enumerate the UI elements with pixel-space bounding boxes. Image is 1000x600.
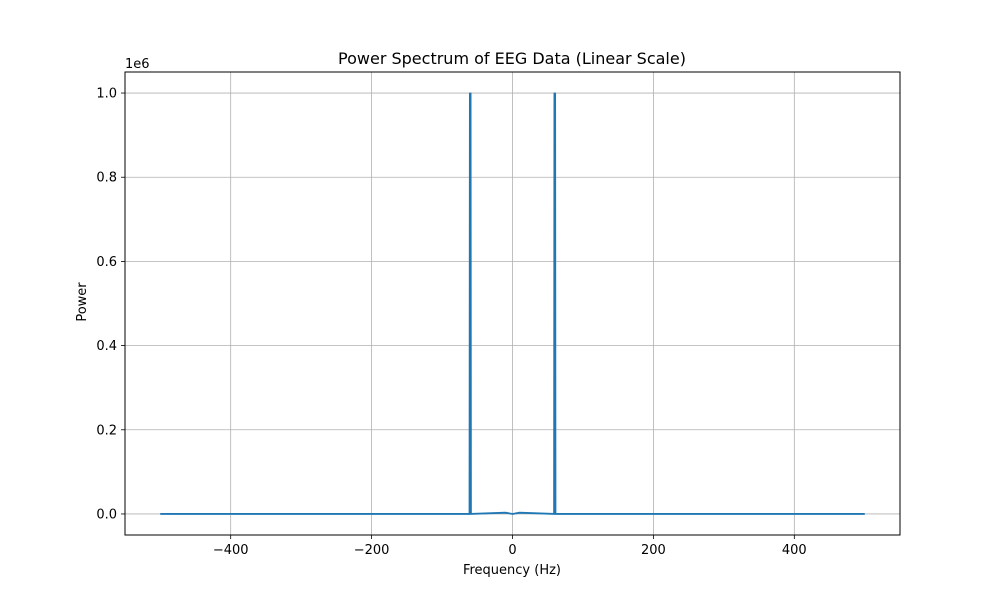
y-tick-label: 0.8 <box>96 171 117 186</box>
series-line <box>160 92 865 515</box>
y-tick-label: 1.0 <box>96 87 117 102</box>
tick-layer: −400 −200 0 200 400 0.0 0.2 0.4 0.6 0.8 1.0 <box>96 87 806 558</box>
x-tick-label: 400 <box>782 543 807 558</box>
y-offset-label: 1e6 <box>125 57 150 72</box>
chart-title: Power Spectrum of EEG Data (Linear Scale… <box>338 49 686 68</box>
y-tick-label: 0.4 <box>96 339 117 354</box>
series-layer <box>160 92 865 515</box>
y-tick-label: 0.6 <box>96 255 117 270</box>
x-tick-label: 200 <box>641 543 666 558</box>
y-tick-label: 0.0 <box>96 507 117 522</box>
y-axis-label: Power <box>75 282 90 322</box>
x-axis-label: Frequency (Hz) <box>463 563 561 578</box>
x-tick-label: −400 <box>213 543 249 558</box>
y-tick-label: 0.2 <box>96 423 117 438</box>
x-tick-label: −200 <box>354 543 390 558</box>
grid-layer <box>125 72 900 535</box>
x-tick-label: 0 <box>508 543 516 558</box>
